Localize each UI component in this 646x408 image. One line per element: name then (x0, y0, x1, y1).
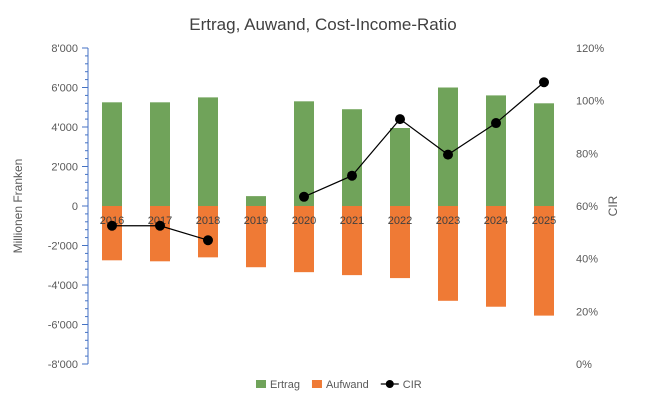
y-tick-label: -8'000 (48, 359, 78, 371)
bar-aufwand-2025 (534, 206, 554, 316)
bar-aufwand-2017 (150, 206, 170, 262)
legend: Ertrag Aufwand CIR (256, 379, 422, 391)
legend-swatch (256, 380, 266, 388)
cir-point-2021 (347, 170, 357, 181)
bar-aufwand-2019 (246, 206, 266, 268)
y2-tick-label: 0% (576, 359, 592, 371)
y2-tick-label: 60% (576, 201, 598, 213)
cir-point-2017 (155, 220, 165, 231)
cir-line-series (107, 77, 549, 246)
axes: 8'000 6'000 4'000 2'000 0 -2'000 -4'000 -6'000 -… (48, 43, 605, 371)
category-label: 2018 (196, 215, 220, 227)
category-label: 2024 (484, 215, 508, 227)
bar-ertrag-2018 (198, 97, 218, 206)
cir-point-2022 (395, 114, 405, 125)
bar-ertrag-2022 (390, 127, 410, 206)
y2-tick-label: 100% (576, 96, 604, 108)
category-label: 2023 (436, 215, 460, 227)
cir-point-2023 (443, 149, 453, 160)
bar-ertrag-2025 (534, 103, 554, 206)
bar-aufwand-2021 (342, 206, 362, 276)
category-label: 2022 (388, 215, 412, 227)
category-label: 2019 (244, 215, 268, 227)
y-axis-title: Millionen Franken (11, 159, 25, 254)
category-labels: 2016201720182019202020212022202320242025 (100, 215, 556, 227)
bar-ertrag-2019 (246, 196, 266, 206)
legend-swatch (311, 380, 322, 388)
bar-aufwand-2022 (390, 206, 410, 279)
y-tick-label: 2'000 (51, 162, 78, 174)
y2-axis-title: CIR (606, 195, 620, 216)
category-label: 2020 (292, 215, 316, 227)
bars (102, 87, 554, 316)
legend-item-ertrag: Ertrag (256, 379, 300, 391)
legend-item-aufwand: Aufwand (311, 379, 369, 391)
bar-ertrag-2023 (438, 87, 458, 206)
bar-aufwand-2016 (102, 206, 122, 261)
y-tick-label: 4'000 (51, 122, 78, 134)
bar-aufwand-2018 (198, 206, 218, 258)
category-label: 2021 (340, 215, 364, 227)
legend-item-cir: CIR (380, 379, 422, 391)
y-tick-label: -6'000 (48, 320, 78, 332)
bar-aufwand-2023 (438, 206, 458, 301)
y2-tick-label: 40% (576, 254, 598, 266)
legend-label: Ertrag (270, 379, 300, 391)
legend-marker (385, 380, 394, 388)
y2-tick-label: 20% (576, 306, 598, 318)
y-tick-label: -4'000 (48, 280, 78, 292)
bar-aufwand-2020 (294, 206, 314, 273)
bar-ertrag-2024 (486, 95, 506, 206)
legend-label: Aufwand (326, 379, 369, 391)
category-label: 2025 (532, 215, 556, 227)
y-tick-label: -2'000 (48, 241, 78, 253)
cir-point-2018 (203, 235, 213, 246)
bar-ertrag-2021 (342, 109, 362, 206)
cir-point-2016 (107, 220, 117, 231)
y-tick-label: 0 (72, 201, 78, 213)
bar-ertrag-2016 (102, 102, 122, 206)
cir-line-segment (303, 81, 545, 198)
y2-tick-label: 80% (576, 148, 598, 160)
cir-point-2025 (539, 77, 549, 88)
cir-point-2024 (491, 118, 501, 129)
bar-ertrag-2017 (150, 102, 170, 206)
y-tick-label: 8'000 (51, 43, 78, 55)
cir-point-2020 (299, 191, 309, 202)
y-tick-label: 6'000 (51, 83, 78, 95)
chart-title: Ertrag, Auwand, Cost-Income-Ratio (189, 15, 456, 34)
legend-label: CIR (403, 379, 422, 391)
y2-tick-label: 120% (576, 43, 604, 55)
bar-ertrag-2020 (294, 101, 314, 206)
bar-aufwand-2024 (486, 206, 506, 307)
